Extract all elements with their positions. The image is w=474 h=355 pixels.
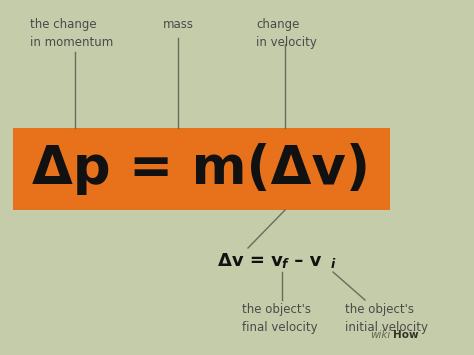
Text: – v: – v — [288, 252, 321, 270]
Text: Δp = m(Δv): Δp = m(Δv) — [33, 143, 371, 195]
Text: the object's
final velocity: the object's final velocity — [242, 303, 318, 334]
Text: Δv = v: Δv = v — [218, 252, 283, 270]
Text: change
in velocity: change in velocity — [256, 18, 317, 49]
Text: the change
in momentum: the change in momentum — [30, 18, 113, 49]
Text: i: i — [331, 258, 335, 271]
Text: the object's
initial velocity: the object's initial velocity — [345, 303, 428, 334]
Text: mass: mass — [163, 18, 193, 31]
Bar — [13, 128, 390, 210]
Text: wiki: wiki — [370, 330, 390, 340]
Text: How: How — [393, 330, 419, 340]
Text: f: f — [281, 258, 286, 271]
